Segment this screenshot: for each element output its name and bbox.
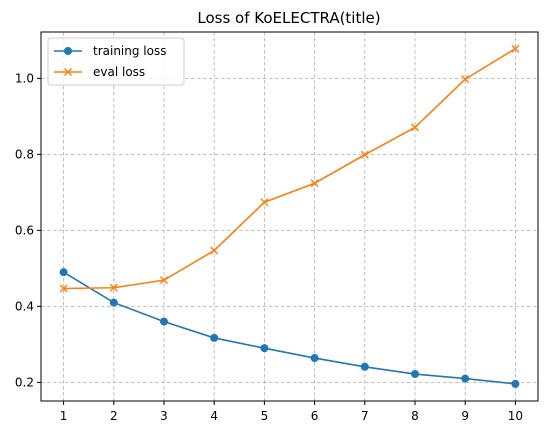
x-tick-label: 5 xyxy=(261,409,269,423)
y-tick-label: 0.8 xyxy=(15,147,34,161)
x-tick-label: 4 xyxy=(210,409,218,423)
legend-label: training loss xyxy=(93,44,166,58)
x-tick-label: 10 xyxy=(508,409,523,423)
point-eval-loss xyxy=(260,198,269,207)
point-training-loss xyxy=(159,317,168,326)
series-line-training-loss xyxy=(63,271,516,385)
legend-box xyxy=(47,37,185,86)
point-training-loss xyxy=(310,354,319,363)
point-training-loss xyxy=(109,298,118,307)
point-eval-loss xyxy=(159,276,168,285)
x-axis: 1 2 3 4 5 6 7 8 9 10 xyxy=(60,401,523,423)
grid-lines xyxy=(41,32,538,401)
legend-item: eval loss xyxy=(54,65,145,79)
point-eval-loss xyxy=(59,284,68,293)
point-training-loss xyxy=(411,370,420,379)
legend-marker xyxy=(64,47,72,55)
point-training-loss xyxy=(461,374,470,383)
point-training-loss xyxy=(360,362,369,371)
series-line-eval-loss xyxy=(63,48,516,290)
y-axis: 0.2 0.4 0.6 0.8 1.0 xyxy=(15,71,41,389)
x-tick-label: 2 xyxy=(110,409,118,423)
point-training-loss xyxy=(59,268,68,277)
x-tick-label: 7 xyxy=(361,409,369,423)
point-eval-loss xyxy=(461,75,470,84)
point-eval-loss xyxy=(511,44,520,53)
x-tick-label: 8 xyxy=(411,409,419,423)
point-eval-loss xyxy=(360,150,369,159)
point-eval-loss xyxy=(310,179,319,188)
point-training-loss xyxy=(210,333,219,342)
plot-frame xyxy=(40,31,539,402)
legend-item: training loss xyxy=(54,44,166,58)
point-eval-loss xyxy=(210,246,219,255)
x-tick-label: 3 xyxy=(160,409,168,423)
x-tick-label: 6 xyxy=(311,409,319,423)
legend: training loss eval loss xyxy=(47,37,185,86)
point-training-loss xyxy=(511,379,520,388)
point-training-loss xyxy=(260,344,269,353)
y-tick-label: 0.6 xyxy=(15,223,34,237)
y-tick-label: 1.0 xyxy=(15,71,34,85)
x-tick-label: 9 xyxy=(461,409,469,423)
point-eval-loss xyxy=(411,123,420,132)
y-tick-label: 0.4 xyxy=(15,299,34,313)
point-eval-loss xyxy=(109,283,118,292)
legend-label: eval loss xyxy=(93,65,145,79)
y-tick-label: 0.2 xyxy=(15,375,34,389)
x-tick-label: 1 xyxy=(60,409,68,423)
chart-title: Loss of KoELECTRA(title) xyxy=(197,9,380,27)
legend-marker xyxy=(64,68,72,76)
series-layer xyxy=(59,44,520,388)
